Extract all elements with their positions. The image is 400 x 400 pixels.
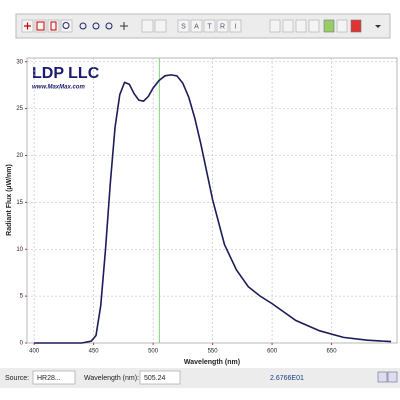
save[interactable]	[269, 19, 281, 33]
zoom-out[interactable]	[92, 22, 100, 30]
wavelength-value: 505.24	[144, 375, 166, 382]
spectrum-line	[34, 74, 392, 344]
wavelength-label: Wavelength (nm):	[84, 375, 139, 382]
y-tick-label: 30	[16, 59, 23, 65]
y-axis-label: Radiant Flux (µW/nm)	[6, 164, 13, 236]
logo-title: LDP LLC	[32, 65, 100, 82]
tool-button[interactable]	[60, 19, 73, 33]
source-value: HR28...	[37, 375, 61, 382]
icon	[50, 21, 57, 31]
source-label: Source:	[5, 375, 29, 382]
y-tick-label: 25	[16, 106, 23, 112]
letter-button[interactable]	[190, 19, 203, 33]
letter-button[interactable]	[177, 19, 190, 33]
logo-url: www.MaxMax.com	[32, 85, 85, 91]
tool-button[interactable]	[141, 19, 154, 33]
status-bar	[0, 368, 400, 388]
letter-button[interactable]	[216, 19, 229, 33]
x-tick-label: 500	[148, 349, 159, 355]
zoom-in[interactable]	[79, 22, 87, 30]
plot-area	[26, 57, 398, 344]
tool-button[interactable]	[154, 19, 167, 33]
pan[interactable]	[120, 22, 128, 30]
x-tick-label: 600	[267, 349, 278, 355]
x-axis-label: Wavelength (nm)	[184, 359, 240, 366]
source-select[interactable]	[32, 370, 76, 385]
letter-button[interactable]	[229, 19, 242, 33]
x-tick-label: 550	[208, 349, 219, 355]
toolbar-buttons	[21, 19, 381, 33]
letter-button[interactable]	[203, 19, 216, 33]
tool-button[interactable]	[350, 19, 362, 33]
tool-button[interactable]	[47, 19, 60, 33]
y-tick-label: 0	[20, 341, 24, 347]
icon	[24, 22, 31, 30]
letter-label: I	[235, 23, 237, 30]
y-tick-label: 15	[16, 200, 23, 206]
tool-button[interactable]	[323, 19, 335, 33]
icon	[62, 22, 70, 29]
tool-button[interactable]	[308, 19, 320, 33]
y-tick-label: 10	[16, 247, 23, 253]
tool-button[interactable]	[336, 19, 348, 33]
x-tick-label: 650	[327, 349, 338, 355]
wavelength-input[interactable]	[139, 370, 181, 385]
x-tick-label: 450	[89, 349, 100, 355]
tool-button[interactable]	[377, 371, 388, 383]
letter-label: T	[207, 23, 212, 30]
y-tick-label: 20	[16, 153, 23, 159]
zoom-fit[interactable]	[105, 22, 113, 30]
print[interactable]	[282, 19, 294, 33]
letter-label: S	[181, 23, 186, 30]
tool-button[interactable]	[295, 19, 307, 33]
icon	[36, 21, 45, 31]
letter-label: R	[220, 23, 225, 30]
letter-label: A	[194, 23, 199, 30]
y-tick-label: 5	[20, 294, 24, 300]
tool-button[interactable]	[34, 19, 47, 33]
menu-arrow[interactable]	[375, 25, 381, 28]
x-tick-label: 400	[29, 349, 40, 355]
readout: 2.6766E01	[270, 375, 304, 382]
tool-button[interactable]	[387, 371, 398, 383]
